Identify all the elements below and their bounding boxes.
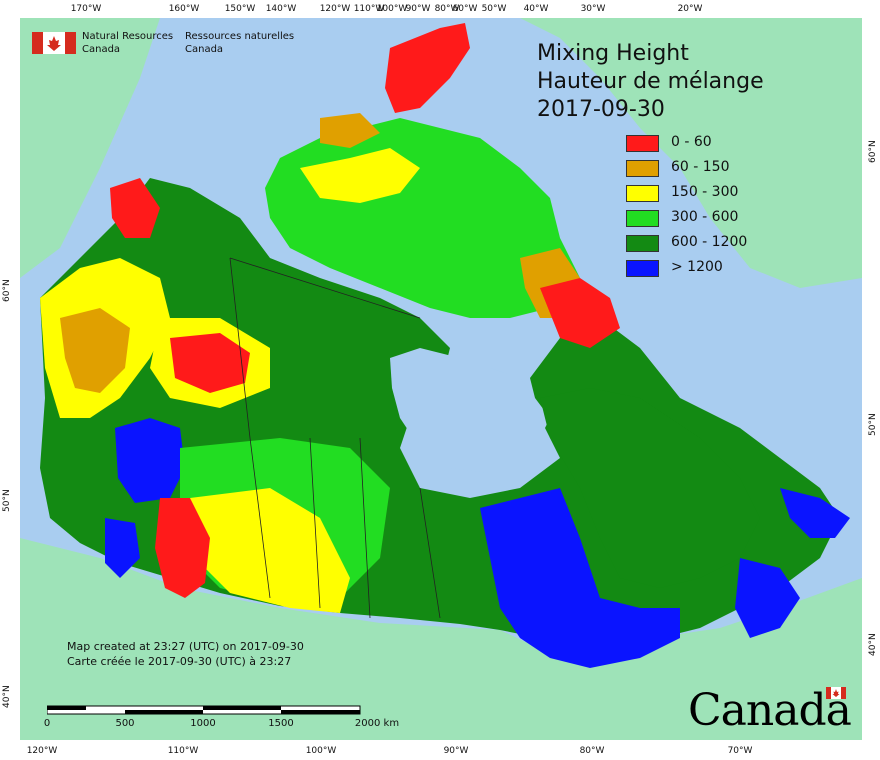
credits-block: Map created at 23:27 (UTC) on 2017-09-30… (67, 639, 304, 669)
legend-label: 60 - 150 (671, 159, 730, 175)
agency-name-fr: Ressources naturelles (185, 31, 295, 42)
wordmark-text: Canada (688, 685, 852, 736)
canada-wordmark: Canada (688, 685, 852, 736)
tick-left: 40°N (2, 685, 12, 708)
greenland-landmass (520, 18, 862, 288)
tick-bottom: 80°W (579, 746, 605, 756)
tick-top: 90°W (405, 4, 431, 14)
tick-top: 170°W (70, 4, 102, 14)
tick-top: 160°W (168, 4, 200, 14)
tick-top: 100°W (376, 4, 408, 14)
yukon-red (110, 178, 160, 238)
tick-bottom: 90°W (443, 746, 469, 756)
agency-name-fr-2: Canada (185, 44, 224, 55)
nwt-red (170, 333, 250, 393)
legend-swatch-5 (626, 260, 659, 277)
arctic-yellow-band (300, 148, 420, 203)
tick-top: 110°W (353, 4, 385, 14)
agency-name-en: Natural Resources (82, 31, 174, 42)
tick-bottom: 100°W (305, 746, 337, 756)
map-title-fr: Hauteur de mélange (537, 69, 764, 94)
maritimes-blue (780, 488, 850, 538)
legend-swatch-0 (626, 135, 659, 152)
legend-swatch-4 (626, 235, 659, 252)
province-boundaries (229, 257, 441, 619)
hudson-bay (390, 348, 550, 473)
map-title: Mixing Height (537, 41, 689, 66)
tick-left: 50°N (2, 489, 12, 512)
agency-name-en-2: Canada (82, 44, 121, 55)
scale-label-500: 500 (115, 718, 135, 729)
canada-flag-icon (32, 32, 76, 54)
alaska-landmass (20, 18, 160, 278)
tick-right: 40°N (868, 633, 878, 656)
title-block: Mixing Height Hauteur de mélange 2017-09… (537, 40, 764, 124)
tick-top: 40°W (523, 4, 549, 14)
legend-swatch-3 (626, 210, 659, 227)
credit-line-en: Map created at 23:27 (UTC) on 2017-09-30 (67, 640, 304, 653)
legend-label: 150 - 300 (671, 184, 739, 200)
legend-label: > 1200 (671, 259, 723, 275)
tick-top: 140°W (265, 4, 297, 14)
tick-bottom: 110°W (167, 746, 199, 756)
legend-label: 300 - 600 (671, 209, 739, 225)
tick-bottom: 70°W (727, 746, 753, 756)
prairie-yellow (190, 488, 350, 613)
ellesmere-island (385, 23, 470, 113)
scale-label-1500: 1500 (268, 718, 294, 729)
wordmark-flag-icon (826, 687, 846, 699)
tick-top: 20°W (677, 4, 703, 14)
map-date: 2017-09-30 (537, 97, 665, 122)
alberta-blue (115, 418, 185, 503)
tick-bottom: 120°W (26, 746, 58, 756)
tick-top: 50°W (481, 4, 507, 14)
tick-top: 120°W (319, 4, 351, 14)
quebec-green (540, 388, 760, 588)
legend-label: 0 - 60 (671, 134, 712, 150)
scale-label-2000: 2000 km (354, 718, 400, 729)
map-svg (20, 18, 862, 740)
ontario-quebec-blue (480, 488, 680, 668)
legend-swatch-1 (626, 160, 659, 177)
scale-bar-graphic (47, 705, 361, 715)
bc-blue (105, 518, 140, 578)
legend-label: 600 - 1200 (671, 234, 748, 250)
west-orange-zone (60, 308, 130, 393)
usa-landmass (20, 538, 862, 740)
map-canvas[interactable]: Mixing Height Hauteur de mélange 2017-09… (20, 18, 862, 740)
tick-right: 60°N (868, 140, 878, 163)
arctic-orange-band (320, 113, 380, 148)
credit-line-fr: Carte créée le 2017-09-30 (UTC) à 23:27 (67, 655, 292, 668)
quebec-east-blue (735, 558, 800, 638)
tick-top: 60°W (452, 4, 478, 14)
tick-top: 30°W (580, 4, 606, 14)
tick-right: 50°N (868, 413, 878, 436)
tick-left: 60°N (2, 279, 12, 302)
prairie-red (155, 498, 210, 598)
tick-top: 150°W (224, 4, 256, 14)
scale-label-0: 0 (43, 718, 51, 729)
legend-swatch-2 (626, 185, 659, 202)
baffin-red (540, 278, 620, 348)
scale-label-1000: 1000 (190, 718, 216, 729)
tick-top: 80°W (434, 4, 460, 14)
